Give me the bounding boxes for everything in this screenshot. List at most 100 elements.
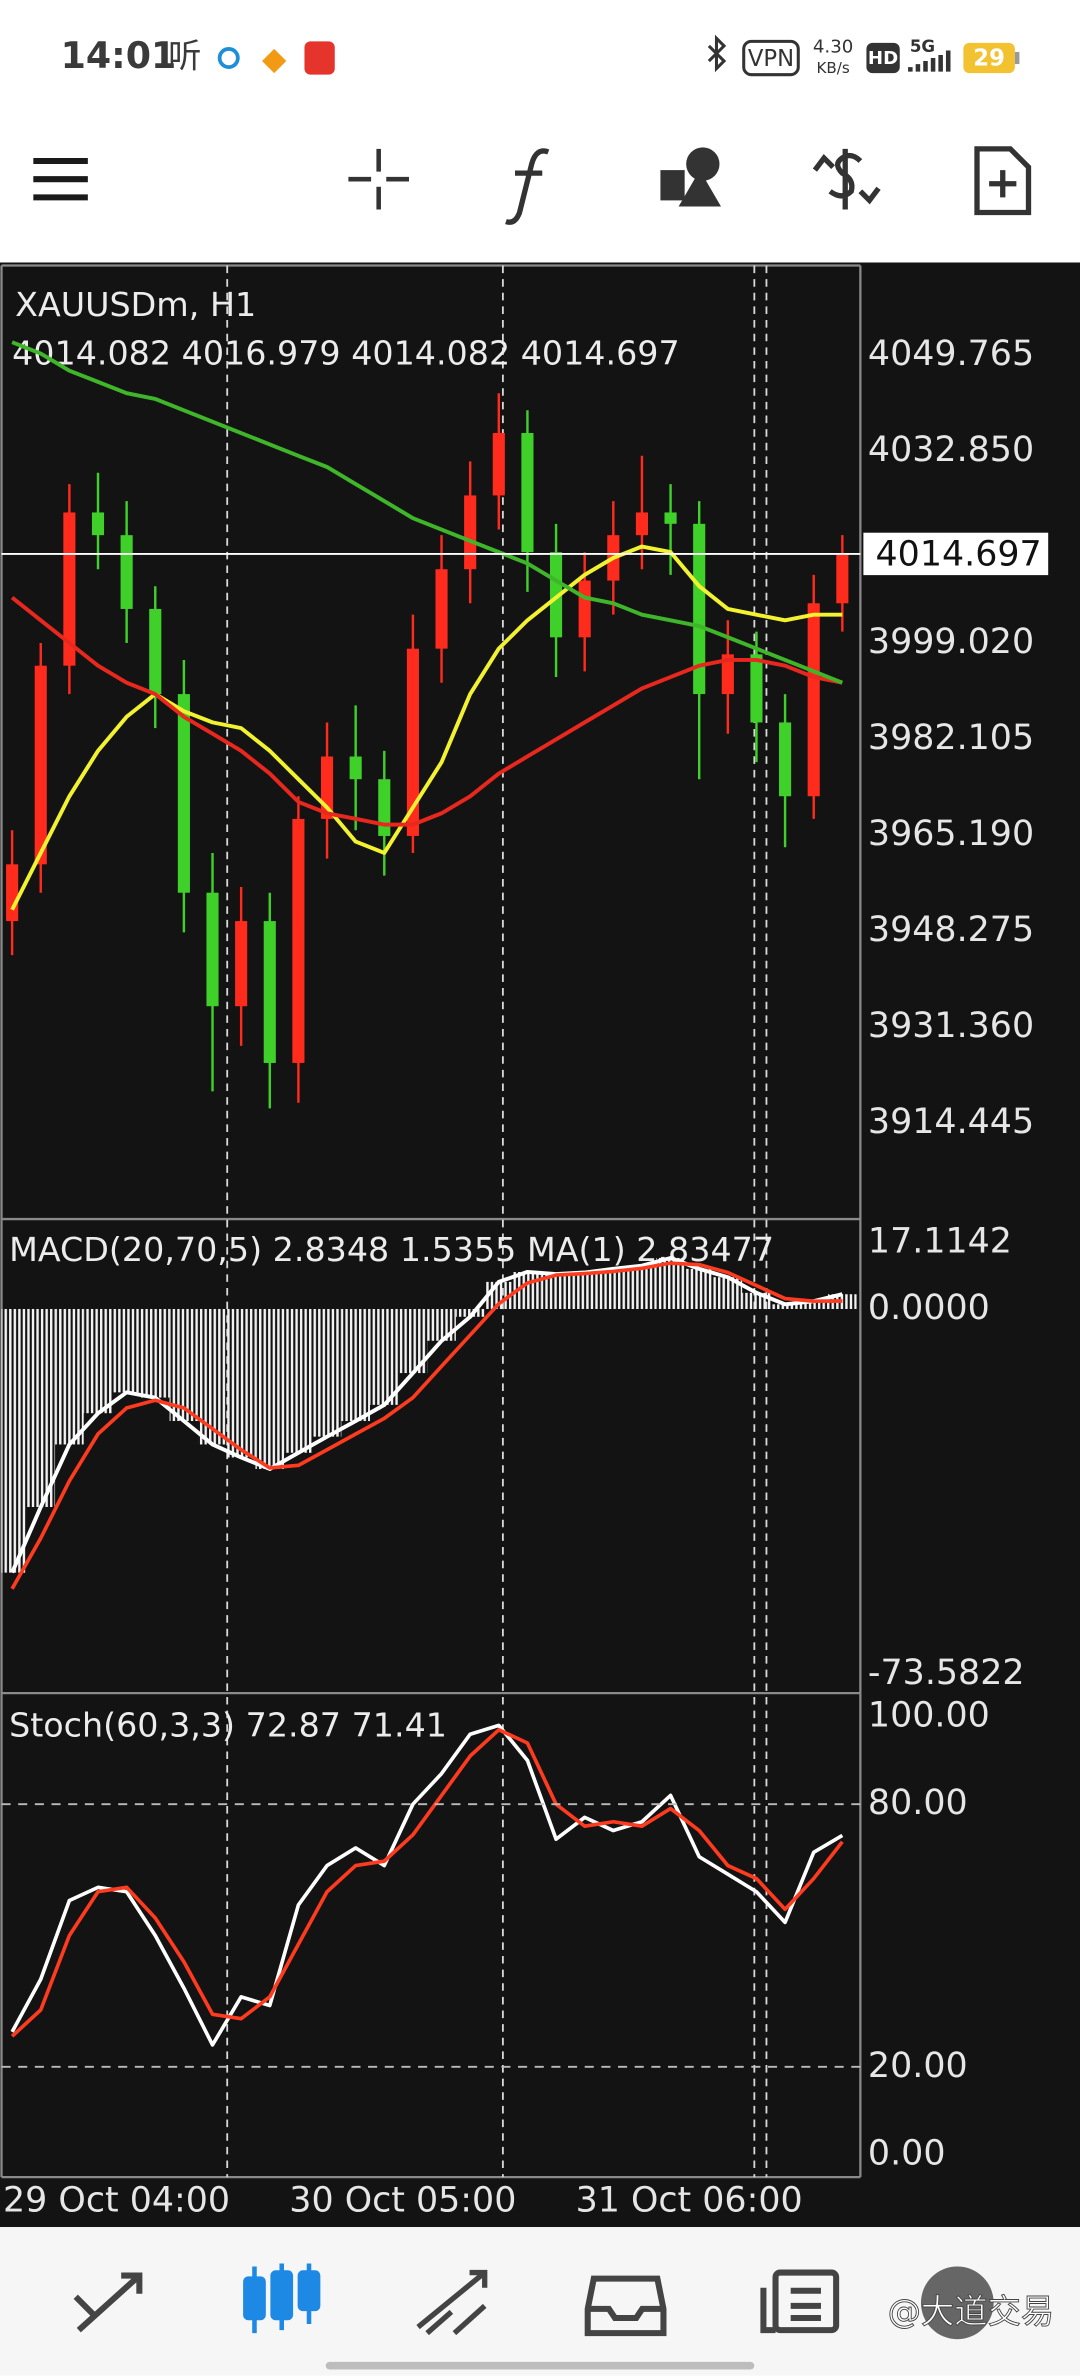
candle-body — [721, 654, 734, 695]
indicator-line — [10, 1728, 844, 2038]
candle-body — [349, 756, 362, 780]
hd-label: HD — [868, 48, 898, 69]
macd-bar — [55, 1308, 84, 1445]
candle-body — [263, 921, 276, 1063]
vpn-label: VPN — [748, 46, 794, 72]
y-tick-label: 4049.765 — [868, 334, 1034, 374]
watermark: @大道交易 — [888, 2292, 1055, 2331]
y-tick-label: -73.5822 — [868, 1653, 1025, 1693]
macd-bar — [427, 1308, 456, 1341]
macd-bar — [169, 1308, 199, 1422]
macd-bar — [455, 1308, 485, 1317]
macd-bar — [26, 1308, 56, 1507]
y-tick-label: 3931.360 — [868, 1006, 1034, 1046]
trade-button[interactable] — [812, 148, 881, 210]
hd-box — [866, 42, 900, 74]
app-icon — [217, 47, 240, 69]
y-tick-label: 3982.105 — [868, 718, 1034, 758]
vpn-box — [742, 39, 800, 77]
trade-tab[interactable] — [416, 2269, 488, 2336]
battery-level: 29 — [973, 45, 1005, 71]
y-tick-label: 4032.850 — [868, 430, 1034, 470]
macd-bar — [684, 1268, 714, 1309]
candle-body — [91, 512, 105, 536]
candle-body — [206, 892, 219, 1007]
clock: 14:01 — [61, 34, 177, 77]
y-tick-label: 0.00 — [868, 2133, 946, 2173]
candle-body — [34, 665, 47, 865]
net-speed: 4.30 — [813, 36, 853, 57]
indicator-line — [10, 1723, 844, 2047]
y-tick-label: 100.00 — [868, 1696, 990, 1736]
new-order-button[interactable] — [974, 146, 1032, 216]
last-price-box — [863, 532, 1049, 576]
crosshair-button[interactable] — [348, 148, 409, 210]
macd-bar — [541, 1274, 571, 1309]
net-speed-unit: KB/s — [816, 59, 849, 77]
candle-body — [63, 512, 76, 666]
y-tick-label: 80.00 — [868, 1783, 968, 1823]
macd-bar — [770, 1304, 800, 1309]
macd-bar — [341, 1308, 370, 1422]
chart-tab[interactable] — [243, 2263, 321, 2334]
battery — [963, 42, 1015, 74]
candle-body — [578, 580, 591, 638]
candle-body — [664, 512, 677, 524]
candle-body — [779, 722, 792, 797]
macd-bar — [140, 1308, 170, 1398]
candle-body — [406, 648, 419, 836]
app-icon — [304, 41, 335, 75]
macd-bar — [226, 1308, 256, 1458]
objects-button[interactable] — [660, 147, 722, 207]
macd-bar — [83, 1308, 113, 1414]
listen-icon: 听 — [168, 37, 201, 76]
x-tick-label: 31 Oct 06:00 — [576, 2180, 803, 2220]
candle-body — [693, 523, 706, 695]
watermark-avatar — [920, 2266, 994, 2340]
macd-bar — [570, 1272, 599, 1309]
ohlc-readout: 4014.082 4016.979 4014.082 4014.697 — [12, 333, 680, 372]
candle-body — [235, 921, 248, 1007]
candle-body — [464, 495, 477, 570]
history-tab[interactable] — [584, 2275, 667, 2337]
candle-body — [521, 433, 534, 553]
signal-icon — [908, 50, 951, 72]
macd-bar — [112, 1308, 141, 1393]
candle-body — [635, 512, 648, 536]
bluetooth-icon — [707, 34, 727, 73]
candle-body — [836, 553, 849, 604]
y-tick-label: 3965.190 — [868, 814, 1034, 854]
macd-bar — [1, 1308, 27, 1573]
home-indicator — [325, 2361, 755, 2370]
network-type: 5G — [910, 37, 935, 56]
y-tick-label: 20.00 — [868, 2046, 968, 2086]
y-tick-label: 3999.020 — [868, 622, 1034, 662]
candle-body — [750, 654, 763, 723]
indicator-line — [11, 340, 844, 685]
x-tick-label: 30 Oct 05:00 — [289, 2180, 516, 2220]
chart-frame — [0, 264, 862, 2179]
macd-bar — [284, 1308, 313, 1453]
chart-background — [0, 262, 1080, 2228]
macd-bar — [799, 1301, 829, 1309]
candle-body — [177, 694, 190, 893]
macd-bar — [598, 1268, 628, 1309]
candle-body — [378, 779, 391, 836]
menu-button[interactable] — [33, 157, 88, 201]
candle-body — [435, 569, 448, 649]
app-icon — [262, 48, 287, 74]
top-background — [0, 0, 1080, 263]
indicators-button[interactable] — [505, 148, 550, 225]
candle-body — [120, 535, 133, 609]
symbol-title: XAUUSDm, H1 — [15, 285, 256, 324]
news-tab[interactable] — [760, 2269, 840, 2334]
y-tick-label: 17.1142 — [868, 1222, 1012, 1262]
candle-body — [149, 608, 162, 695]
stoch-title: Stoch(60,3,3) 72.87 71.41 — [9, 1706, 447, 1745]
macd-bar — [627, 1265, 657, 1309]
last-price-label: 4014.697 — [876, 534, 1042, 574]
period-separators — [226, 265, 768, 2178]
macd-bar — [255, 1308, 285, 1469]
quotes-tab[interactable] — [73, 2272, 143, 2333]
